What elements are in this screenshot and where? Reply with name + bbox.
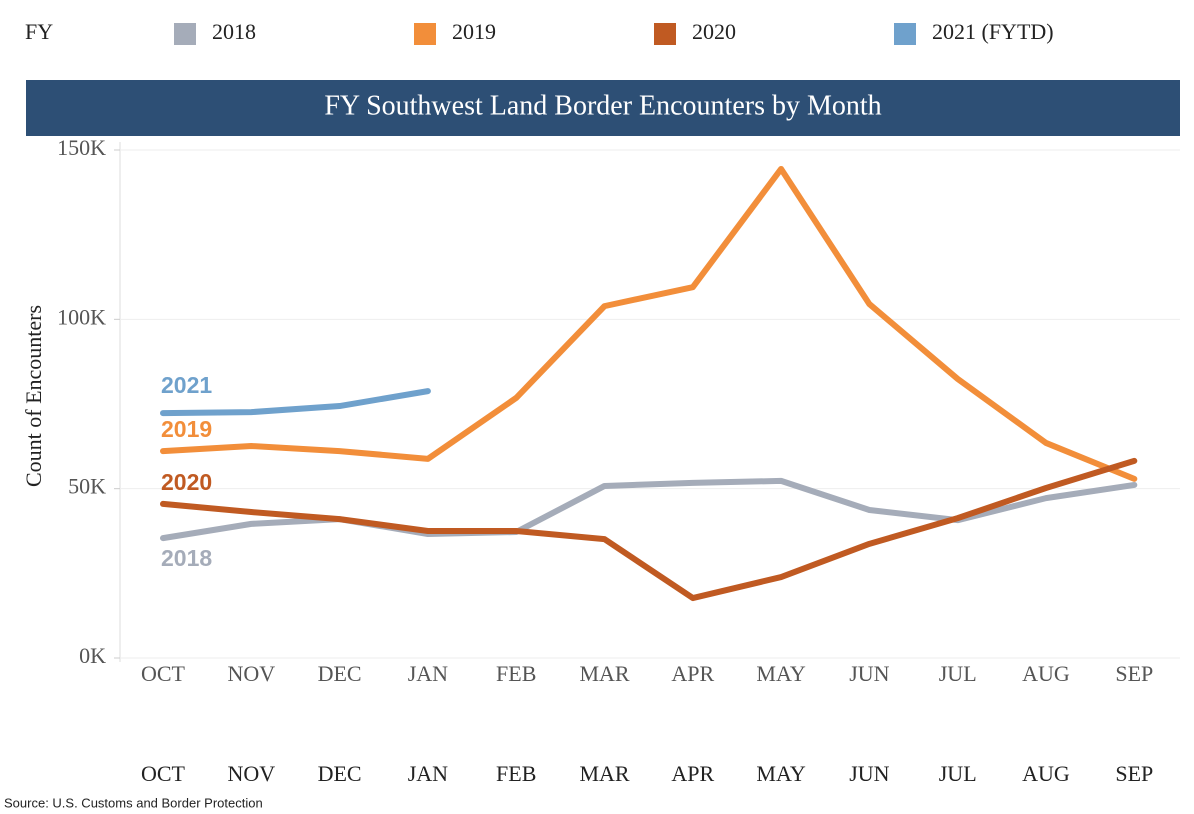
x-tick-label: JAN <box>408 661 448 686</box>
x-tick-label: JUL <box>939 661 977 686</box>
x-tick-label: APR <box>671 661 714 686</box>
x-tick-label: SEP <box>1115 661 1153 686</box>
legend-label: 2021 (FYTD) <box>932 19 1054 44</box>
title-bar <box>26 80 1180 136</box>
y-tick-label: 0K <box>79 643 106 668</box>
x-tick-label: FEB <box>496 661 536 686</box>
x-tick-label: MAR <box>579 661 629 686</box>
x-tick-label-lower: AUG <box>1022 761 1070 786</box>
legend-label: 2018 <box>212 19 256 44</box>
series-line <box>160 165 1138 482</box>
x-tick-label: OCT <box>141 661 186 686</box>
source: Source: U.S. Customs and Border Protecti… <box>4 795 263 810</box>
x-tick-label: MAY <box>756 661 805 686</box>
legend-label: 2019 <box>452 19 496 44</box>
x-tick-label-lower: JUN <box>849 761 889 786</box>
legend-label: 2020 <box>692 19 736 44</box>
y-tick-label: 100K <box>57 304 106 329</box>
x-tick-label-lower: JAN <box>408 761 448 786</box>
legend-swatch <box>894 23 916 45</box>
x-tick-label: DEC <box>318 661 362 686</box>
x-tick-label-lower: FEB <box>496 761 536 786</box>
legend-swatch <box>654 23 676 45</box>
x-tick-label: NOV <box>227 661 275 686</box>
y-tick-label: 50K <box>68 474 106 499</box>
series-label: 2020 <box>161 469 212 495</box>
x-tick-label: JUN <box>849 661 889 686</box>
series-label: 2019 <box>161 416 212 442</box>
series-label: 2021 <box>161 372 212 398</box>
legend-swatch <box>414 23 436 45</box>
x-tick-label-lower: DEC <box>318 761 362 786</box>
x-tick-label-lower: MAR <box>579 761 629 786</box>
y-tick-label: 150K <box>57 135 106 160</box>
series-line <box>160 457 1138 602</box>
x-tick-label-lower: JUL <box>939 761 977 786</box>
x-tick-label: AUG <box>1022 661 1070 686</box>
x-tick-label-lower: APR <box>671 761 714 786</box>
series-label: 2018 <box>161 545 212 571</box>
legend-title: FY <box>25 19 53 44</box>
x-tick-label-lower: SEP <box>1115 761 1153 786</box>
x-tick-label-lower: NOV <box>227 761 275 786</box>
x-tick-label-lower: OCT <box>141 761 186 786</box>
x-tick-label-lower: MAY <box>756 761 805 786</box>
series-line <box>160 388 431 417</box>
legend-swatch <box>174 23 196 45</box>
chart-title: FY Southwest Land Border Encounters by M… <box>324 90 881 121</box>
y-axis-label: Count of Encounters <box>21 305 46 487</box>
